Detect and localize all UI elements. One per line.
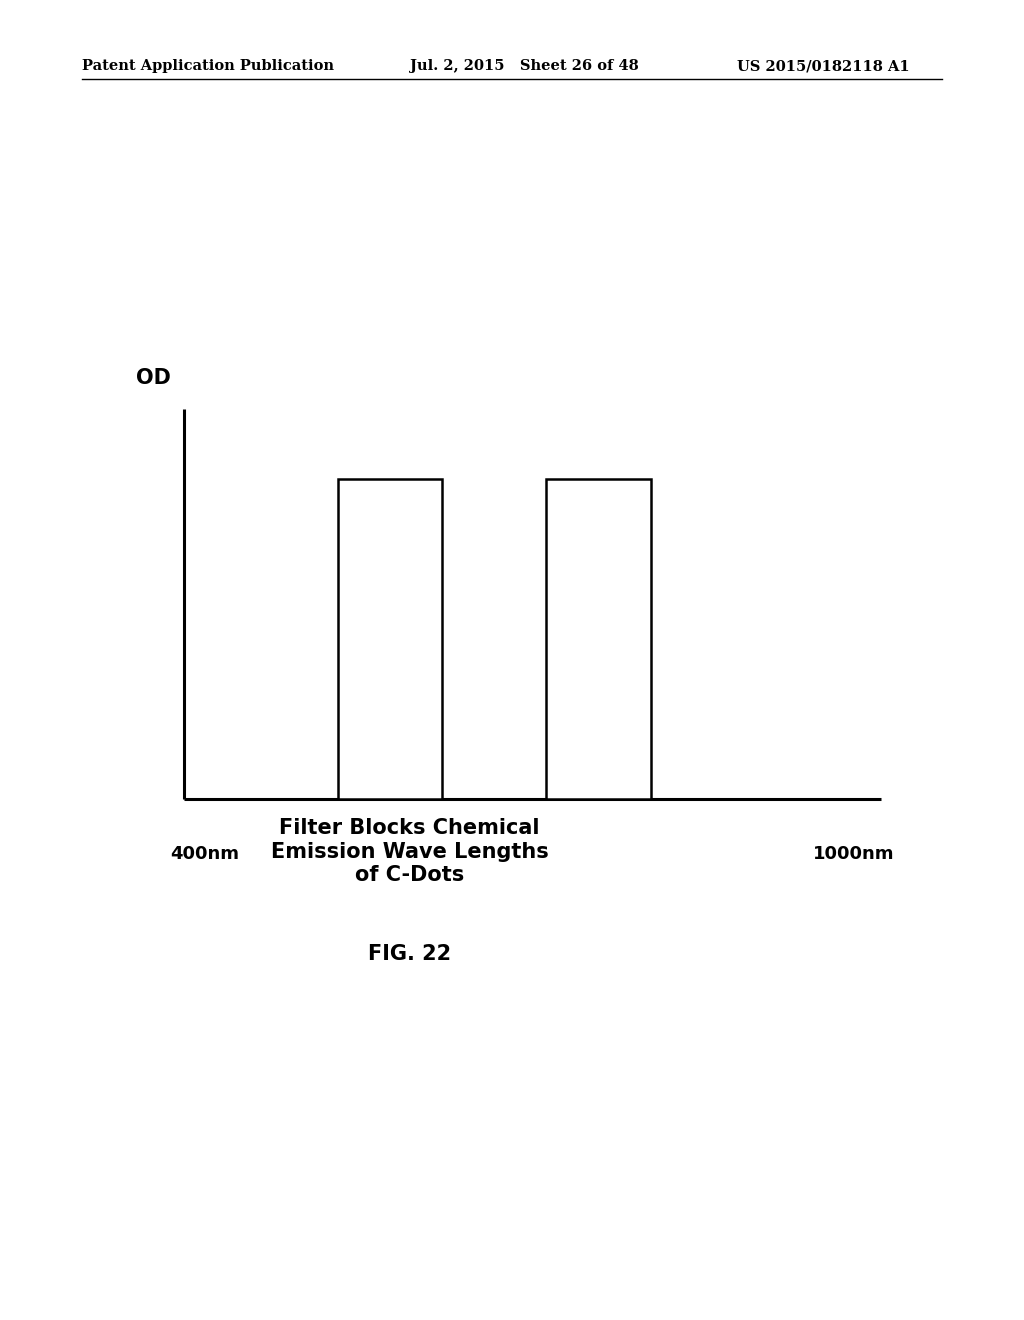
Text: US 2015/0182118 A1: US 2015/0182118 A1 xyxy=(737,59,910,74)
Text: FIG. 22: FIG. 22 xyxy=(368,944,452,964)
Text: Filter Blocks Chemical
Emission Wave Lengths
of C-Dots: Filter Blocks Chemical Emission Wave Len… xyxy=(270,818,549,884)
Text: 1000nm: 1000nm xyxy=(813,845,895,863)
Text: 400nm: 400nm xyxy=(170,845,240,863)
Bar xyxy=(338,479,442,799)
Text: Jul. 2, 2015   Sheet 26 of 48: Jul. 2, 2015 Sheet 26 of 48 xyxy=(410,59,638,74)
Text: OD: OD xyxy=(135,368,170,388)
Bar xyxy=(547,479,651,799)
Text: Patent Application Publication: Patent Application Publication xyxy=(82,59,334,74)
